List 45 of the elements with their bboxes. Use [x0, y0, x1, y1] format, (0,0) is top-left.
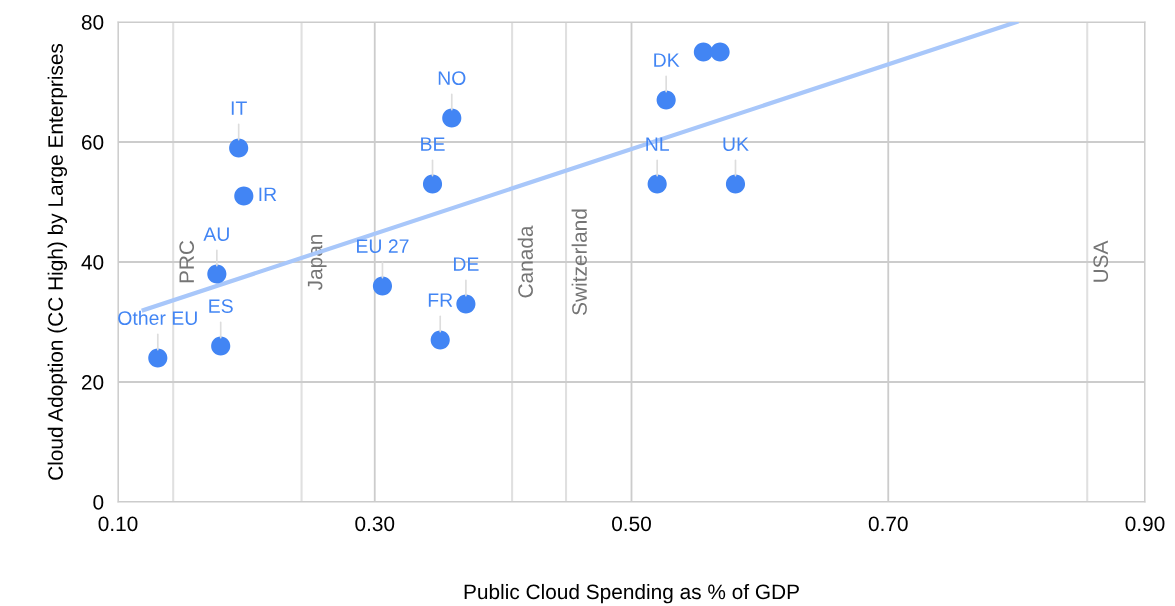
y-tick-label: 40: [81, 255, 104, 270]
y-axis-title: Cloud Adoption (CC High) by Large Enterprises: [47, 43, 68, 480]
annotation: Other EU: [118, 310, 197, 325]
x-tick-label: 0.10: [98, 516, 138, 532]
y-tick-label: 80: [81, 15, 104, 30]
annotation: IR: [259, 187, 277, 202]
x-tick-label: 0.70: [868, 516, 908, 532]
point: [211, 336, 231, 356]
point: [710, 42, 730, 62]
x-tick-label: 0.90: [1125, 516, 1165, 532]
y-tick-label: 60: [82, 135, 104, 150]
point: [207, 264, 227, 284]
ref-line-label: Japan: [307, 234, 327, 291]
y-tick-label: 0: [93, 495, 104, 510]
point: [234, 186, 254, 206]
annotation: BE: [421, 137, 445, 151]
annotation: IT: [231, 101, 247, 115]
annotation: AU: [203, 227, 229, 241]
point: [456, 294, 476, 314]
point: [422, 174, 443, 194]
point: [647, 174, 667, 194]
point: [372, 276, 393, 296]
point: [725, 174, 746, 194]
annotation: EU 27: [357, 239, 409, 253]
point: [148, 348, 168, 368]
ref-line-label: Canada: [517, 225, 533, 298]
ref-line-label: Switzerland: [571, 209, 587, 315]
annotation: NL: [646, 137, 669, 151]
point: [229, 138, 249, 158]
point: [693, 42, 713, 62]
x-axis-title: Public Cloud Spending as % of GDP: [464, 583, 799, 604]
annotation: NO: [438, 71, 466, 85]
annotation: ES: [209, 299, 233, 313]
point: [656, 90, 676, 110]
point: [442, 108, 462, 128]
x-tick-label: 0.50: [612, 516, 651, 532]
y-tick-label: 20: [81, 375, 104, 390]
annotation: UK: [723, 137, 749, 151]
x-tick-label: 0.30: [355, 516, 395, 532]
annotation: FR: [428, 293, 453, 307]
point: [430, 330, 450, 350]
annotation: DK: [654, 53, 680, 67]
ref-line-label: USA: [1093, 240, 1109, 282]
ref-line-label: PRC: [179, 240, 195, 283]
annotation: DE: [453, 257, 479, 271]
